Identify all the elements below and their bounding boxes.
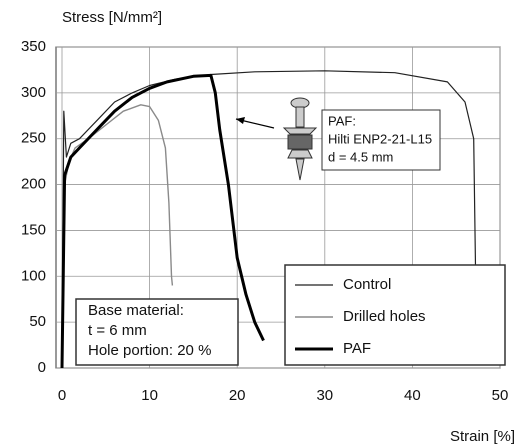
fastener-icon xyxy=(282,97,318,181)
legend-label: Control xyxy=(343,276,391,293)
y-tick-label: 350 xyxy=(21,38,46,55)
x-tick-label: 50 xyxy=(492,387,509,404)
y-tick-label: 150 xyxy=(21,221,46,238)
annotation-text: d = 4.5 mm xyxy=(328,149,393,164)
series-line xyxy=(60,73,265,369)
y-tick-label: 50 xyxy=(29,313,46,330)
x-tick-label: 0 xyxy=(58,387,66,404)
x-tick-label: 40 xyxy=(404,387,421,404)
info-text: Base material: xyxy=(88,302,184,319)
x-tick-label: 10 xyxy=(141,387,158,404)
x-axis-label: Strain [%] xyxy=(450,428,515,445)
info-text: Hole portion: 20 % xyxy=(88,342,211,359)
y-tick-label: 200 xyxy=(21,176,46,193)
y-tick-label: 0 xyxy=(38,359,46,376)
x-tick-label: 20 xyxy=(229,387,246,404)
y-tick-label: 100 xyxy=(21,267,46,284)
legend-label: PAF xyxy=(343,340,371,357)
annotation-text: PAF: xyxy=(328,113,356,128)
info-box xyxy=(75,298,239,366)
y-axis-label: Stress [N/mm²] xyxy=(62,9,162,26)
y-tick-label: 250 xyxy=(21,130,46,147)
y-tick-label: 300 xyxy=(21,84,46,101)
x-tick-label: 30 xyxy=(316,387,333,404)
annotation-box xyxy=(321,109,441,171)
legend-label: Drilled holes xyxy=(343,308,426,325)
info-text: t = 6 mm xyxy=(88,322,147,339)
annotation-text: Hilti ENP2-21-L15 xyxy=(328,131,432,146)
arrow-head xyxy=(236,117,245,124)
